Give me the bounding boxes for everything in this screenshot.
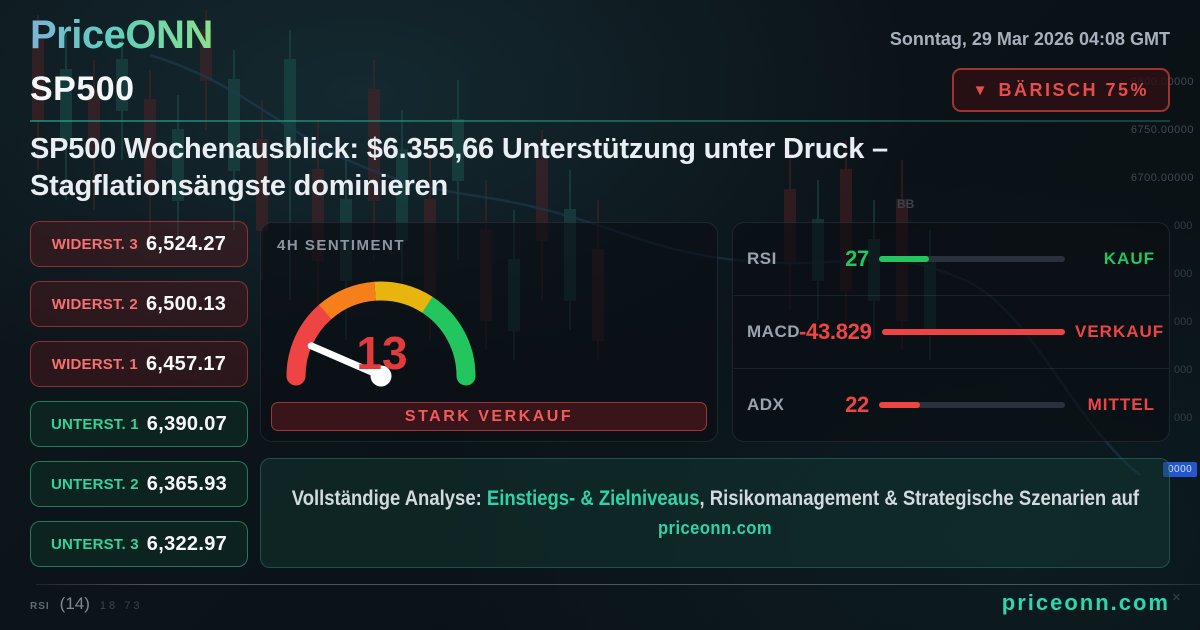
footer-divider — [36, 584, 1200, 585]
axis-price-fragment: 000 — [1174, 220, 1193, 232]
support-level-3: UNTERST. 3 6,322.97 — [30, 521, 248, 567]
indicator-name: MACD — [747, 322, 800, 341]
gauge-arc-orange — [318, 281, 377, 320]
rsi-pane-label: RSI — [30, 601, 50, 612]
bollinger-band-label: BB — [897, 197, 915, 211]
indicator-bar-fill — [881, 329, 1065, 335]
gauge-arc-yellow — [374, 281, 433, 313]
gauge-value: 13 — [356, 327, 407, 379]
cta-suffix: , Risikomanagement & Strategische Szenar… — [699, 487, 1139, 510]
current-price-tag: 0000 — [1163, 462, 1198, 477]
headline-line1: SP500 Wochenausblick: $6.355,66 Unterstü… — [30, 133, 888, 165]
site-watermark-link[interactable]: priceonn.com — [1001, 590, 1170, 615]
sentiment-gauge: 13 — [261, 248, 501, 413]
indicator-status: VERKAUF — [1075, 322, 1165, 341]
indicator-bar-track — [879, 402, 1065, 408]
indicators-panel: RSI 27 KAUF MACD -43.829 VERKAUF ADX 22 … — [732, 222, 1170, 442]
indicator-name: RSI — [747, 249, 777, 268]
level-value: 6,500.13 — [145, 292, 227, 315]
sentiment-panel: 4H SENTIMENT 13 STARK VERKAUF — [260, 222, 718, 442]
sentiment-status-button[interactable]: STARK VERKAUF — [271, 402, 707, 431]
cta-site-link[interactable]: priceonn.com — [657, 518, 773, 538]
resistance-level-1: WIDERST. 1 6,457.17 — [30, 341, 248, 387]
level-value: 6,390.07 — [146, 412, 228, 435]
ticker-symbol: SP500 — [30, 70, 135, 108]
axis-price-label: 6700.00000 — [1130, 172, 1194, 184]
level-value: 6,322.97 — [146, 532, 228, 555]
header-divider — [30, 120, 1170, 122]
axis-price-fragment: 000 — [1174, 268, 1193, 280]
resistance-level-3: WIDERST. 3 6,524.27 — [30, 221, 248, 267]
level-value: 6,524.27 — [145, 232, 227, 255]
cta-highlight-link[interactable]: Einstiegs- & Zielniveaus — [486, 487, 700, 510]
brand-logo: PriceONN — [30, 13, 213, 57]
level-label: WIDERST. 2 — [51, 295, 138, 313]
cta-prefix: Vollständige Analyse: — [291, 487, 487, 510]
indicator-bar-track — [879, 256, 1065, 262]
down-triangle-icon: ▼ — [972, 81, 988, 99]
indicator-value: 27 — [845, 246, 869, 271]
levels-column: WIDERST. 3 6,524.27 WIDERST. 2 6,500.13 … — [30, 221, 248, 581]
indicator-row-macd: MACD -43.829 VERKAUF — [733, 295, 1169, 368]
indicator-row-adx: ADX 22 MITTEL — [733, 368, 1169, 441]
bearish-signal-badge: ▼ BÄRISCH 75% — [951, 68, 1170, 112]
axis-price-fragment: 000 — [1174, 364, 1193, 376]
indicator-value: -43.829 — [799, 319, 872, 344]
level-value: 6,457.17 — [145, 352, 227, 375]
cta-text: Vollständige Analyse: Einstiegs- & Zieln… — [291, 487, 1138, 511]
headline-line2: Stagflationsängste dominieren — [30, 170, 448, 202]
level-label: WIDERST. 3 — [51, 235, 138, 253]
indicator-status: MITTEL — [1087, 395, 1155, 414]
rsi-pane-caption: RSI (14) 18 73 — [30, 594, 142, 614]
gauge-hub — [370, 365, 392, 387]
indicator-row-rsi: RSI 27 KAUF — [733, 223, 1169, 295]
close-icon: × — [1172, 589, 1181, 606]
support-level-2: UNTERST. 2 6,365.93 — [30, 461, 248, 507]
gauge-arc-green — [417, 295, 476, 386]
signal-badge-label: BÄRISCH 75% — [998, 79, 1149, 100]
axis-price-fragment: 000 — [1174, 316, 1193, 328]
rsi-pane-period: (14) — [59, 594, 90, 613]
level-label: WIDERST. 1 — [51, 355, 138, 373]
indicator-bar-fill — [879, 256, 930, 262]
axis-price-label: 6750.00000 — [1130, 124, 1194, 136]
resistance-level-2: WIDERST. 2 6,500.13 — [30, 281, 248, 327]
indicator-bar-track — [881, 329, 1065, 335]
axis-price-fragment: 000 — [1174, 412, 1193, 424]
sentiment-title: 4H SENTIMENT — [277, 237, 406, 254]
gauge-arc-red — [286, 302, 335, 386]
support-level-1: UNTERST. 1 6,390.07 — [30, 401, 248, 447]
level-label: UNTERST. 2 — [50, 475, 139, 493]
indicator-status: KAUF — [1103, 249, 1155, 268]
gauge-needle — [307, 342, 385, 380]
timestamp: Sonntag, 29 Mar 2026 04:08 GMT — [889, 29, 1170, 49]
indicator-name: ADX — [747, 395, 785, 414]
rsi-pane-values: 18 73 — [99, 600, 143, 612]
indicator-value: 22 — [845, 392, 869, 417]
level-label: UNTERST. 3 — [50, 535, 139, 553]
level-label: UNTERST. 1 — [50, 415, 139, 433]
level-value: 6,365.93 — [146, 472, 228, 495]
indicator-bar-fill — [879, 402, 920, 408]
cta-banner: Vollständige Analyse: Einstiegs- & Zieln… — [260, 458, 1170, 568]
headline: SP500 Wochenausblick: $6.355,66 Unterstü… — [30, 131, 1170, 205]
